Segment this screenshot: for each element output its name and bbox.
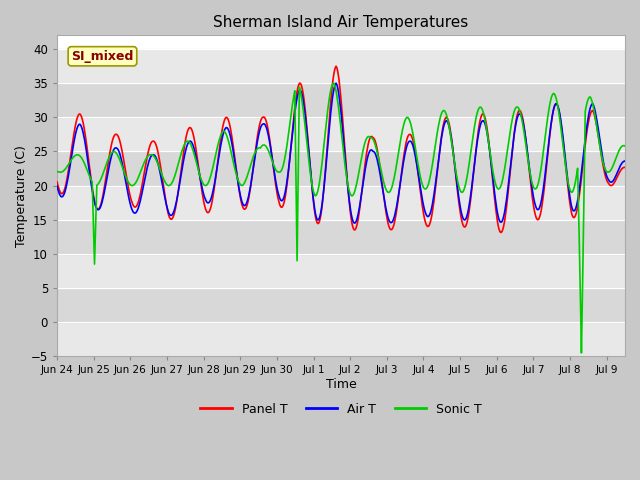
Bar — [57, 186, 625, 220]
Bar — [57, 49, 625, 83]
Bar — [57, 254, 625, 288]
Bar — [57, 322, 625, 356]
Bar — [57, 220, 625, 254]
Bar — [57, 83, 625, 117]
Legend: Panel T, Air T, Sonic T: Panel T, Air T, Sonic T — [195, 398, 487, 420]
Bar — [57, 288, 625, 322]
Bar — [57, 117, 625, 152]
X-axis label: Time: Time — [326, 378, 356, 391]
Text: SI_mixed: SI_mixed — [71, 50, 134, 63]
Title: Sherman Island Air Temperatures: Sherman Island Air Temperatures — [213, 15, 468, 30]
Bar — [57, 152, 625, 186]
Y-axis label: Temperature (C): Temperature (C) — [15, 145, 28, 247]
